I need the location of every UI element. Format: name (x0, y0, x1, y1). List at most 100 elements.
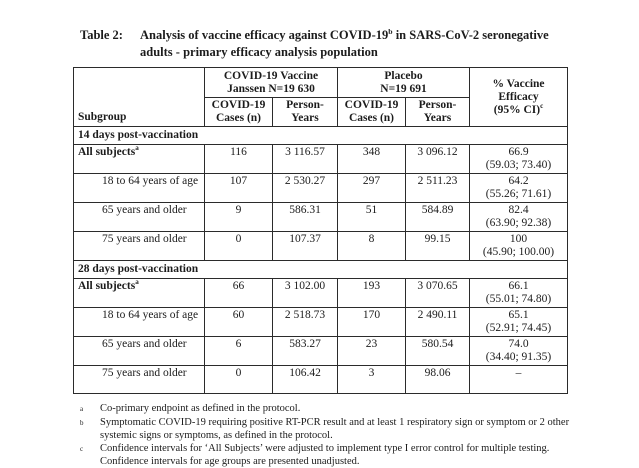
cell-placebo-person-years: 99.15 (404, 231, 471, 261)
footnote-marker: b (80, 419, 84, 427)
cell-vaccine-efficacy: – (469, 365, 569, 394)
header-vaccine-py-line2: Years (291, 112, 319, 124)
cell-placebo-person-years: 580.54 (404, 336, 471, 366)
cell-vaccine-person-years: 3 116.57 (272, 144, 338, 174)
cell-placebo-cases: 170 (337, 307, 406, 337)
header-vaccine-group: COVID-19 Vaccine Janssen N=19 630 (204, 67, 338, 98)
row-label-text: 75 years and older (102, 233, 187, 245)
ve-value: – (515, 367, 522, 379)
ve-value: 65.1 (508, 309, 529, 321)
row-label-text: 75 years and older (102, 367, 187, 379)
cell-vaccine-person-years: 2 518.73 (272, 307, 338, 337)
row-label-text: 18 to 64 years of age (102, 309, 199, 321)
row-label-text: 65 years and older (102, 338, 187, 350)
section-row-28-days: 28 days post-vaccination (72, 260, 569, 279)
table-row: 18 to 64 years of age 60 2 518.73 170 2 … (73, 307, 569, 337)
row-label-text: All subjects (78, 280, 136, 292)
cell-placebo-person-years: 98.06 (404, 365, 471, 394)
table-row: All subjectsa 66 3 102.00 193 3 070.65 6… (73, 278, 569, 308)
document-page: Table 2: Analysis of vaccine efficacy ag… (0, 27, 639, 467)
ve-value: 64.2 (508, 175, 529, 187)
header-placebo-py-line1: Person- (418, 99, 457, 111)
cell-placebo-cases: 23 (337, 336, 406, 366)
header-vaccine-efficacy: % Vaccine Efficacy (95% CI)c (469, 67, 569, 127)
ve-ci: (34.40; 91.35) (485, 351, 552, 363)
header-ve-ci: (95% CI) (493, 103, 541, 116)
table-row: 75 years and older 0 106.42 3 98.06 – (73, 365, 569, 394)
header-vaccine-cases-line2: Cases (n) (215, 112, 262, 124)
footnote-text: Confidence intervals for ‘All Subjects’ … (100, 442, 580, 468)
footnote-marker: a (80, 405, 84, 413)
cell-vaccine-efficacy: 74.0 (34.40; 91.35) (469, 336, 569, 366)
cell-vaccine-efficacy: 100 (45.90; 100.00) (469, 231, 569, 261)
header-vaccine-py-line1: Person- (286, 99, 324, 111)
cell-placebo-person-years: 584.89 (404, 202, 471, 232)
header-placebo-cases: COVID-19 Cases (n) (337, 97, 406, 127)
caption-line1-post: in SARS-CoV-2 seronegative (392, 28, 549, 42)
ve-value: 74.0 (508, 338, 529, 350)
cell-vaccine-efficacy: 64.2 (55.26; 71.61) (469, 173, 569, 203)
header-vaccine-group-line2: Janssen N=19 630 (227, 82, 315, 95)
table-row: All subjectsa 116 3 116.57 348 3 096.12 … (73, 144, 569, 174)
row-label-text: All subjects (78, 146, 136, 158)
header-vaccine-person-years: Person- Years (272, 97, 338, 127)
caption-superscript-b: b (388, 26, 393, 36)
cell-vaccine-person-years: 583.27 (272, 336, 338, 366)
section-title: 14 days post-vaccination (72, 126, 569, 145)
cell-vaccine-person-years: 586.31 (272, 202, 338, 232)
ve-ci: (59.03; 73.40) (485, 159, 552, 171)
row-label: 75 years and older (73, 365, 205, 394)
header-placebo-cases-line2: Cases (n) (348, 112, 395, 124)
cell-placebo-person-years: 2 511.23 (404, 173, 471, 203)
footnotes: a Co-primary endpoint as defined in the … (80, 402, 580, 468)
cell-placebo-person-years: 3 070.65 (404, 278, 471, 308)
footnote-line: Confidence intervals for ‘All Subjects’ … (100, 443, 550, 454)
cell-vaccine-cases: 66 (204, 278, 273, 308)
footnote-line: Co-primary endpoint as defined in the pr… (100, 403, 301, 414)
table-caption: Table 2: Analysis of vaccine efficacy ag… (80, 27, 580, 61)
cell-vaccine-person-years: 107.37 (272, 231, 338, 261)
cell-vaccine-efficacy: 66.1 (55.01; 74.80) (469, 278, 569, 308)
row-label-text: 18 to 64 years of age (102, 175, 199, 187)
footnote-c: c Confidence intervals for ‘All Subjects… (80, 442, 580, 468)
ve-ci: (55.01; 74.80) (485, 293, 552, 305)
cell-vaccine-efficacy: 66.9 (59.03; 73.40) (469, 144, 569, 174)
cell-placebo-person-years: 3 096.12 (404, 144, 471, 174)
cell-placebo-cases: 297 (337, 173, 406, 203)
cell-vaccine-cases: 0 (204, 231, 273, 261)
cell-vaccine-cases: 60 (204, 307, 273, 337)
footnote-a: a Co-primary endpoint as defined in the … (80, 402, 580, 416)
header-ve-line1: % Vaccine (492, 77, 545, 90)
header-vaccine-cases-line1: COVID-19 (211, 99, 266, 111)
table-row: 18 to 64 years of age 107 2 530.27 297 2… (73, 173, 569, 203)
header-placebo-group: Placebo N=19 691 (336, 67, 471, 98)
footnote-line: systemic signs or symptoms, as defined i… (100, 430, 333, 441)
caption-line2: adults - primary efficacy analysis popul… (140, 45, 378, 59)
ve-ci: (63.90; 92.38) (485, 217, 552, 229)
ve-value: 100 (509, 233, 528, 245)
header-subgroup: Subgroup (73, 67, 205, 127)
footnote-line: Symptomatic COVID-19 requiring positive … (100, 417, 570, 428)
cell-placebo-person-years: 2 490.11 (404, 307, 471, 337)
footnote-line: Confidence intervals for age groups are … (100, 456, 360, 467)
row-label-text: 65 years and older (102, 204, 187, 216)
ve-ci: (45.90; 100.00) (482, 246, 555, 258)
cell-vaccine-cases: 107 (204, 173, 273, 203)
row-label: All subjectsa (73, 278, 205, 308)
ve-value: 66.1 (508, 280, 529, 292)
header-ve-line3: (95% CI)c (472, 102, 565, 117)
table-row: 65 years and older 6 583.27 23 580.54 74… (73, 336, 569, 366)
cell-vaccine-cases: 0 (204, 365, 273, 394)
row-label: 65 years and older (73, 336, 205, 366)
table-caption-number: Table 2: (80, 28, 123, 42)
row-label: 18 to 64 years of age (73, 173, 205, 203)
footnote-text: Co-primary endpoint as defined in the pr… (100, 402, 580, 416)
caption-line1-pre: Analysis of vaccine efficacy against COV… (140, 28, 389, 42)
header-vaccine-group-line1: COVID-19 Vaccine (223, 69, 319, 82)
cell-placebo-cases: 348 (337, 144, 406, 174)
footnote-b: b Symptomatic COVID-19 requiring positiv… (80, 416, 580, 442)
header-placebo-person-years: Person- Years (404, 97, 471, 127)
cell-placebo-cases: 8 (337, 231, 406, 261)
header-vaccine-cases: COVID-19 Cases (n) (204, 97, 273, 127)
section-title: 28 days post-vaccination (72, 260, 569, 279)
